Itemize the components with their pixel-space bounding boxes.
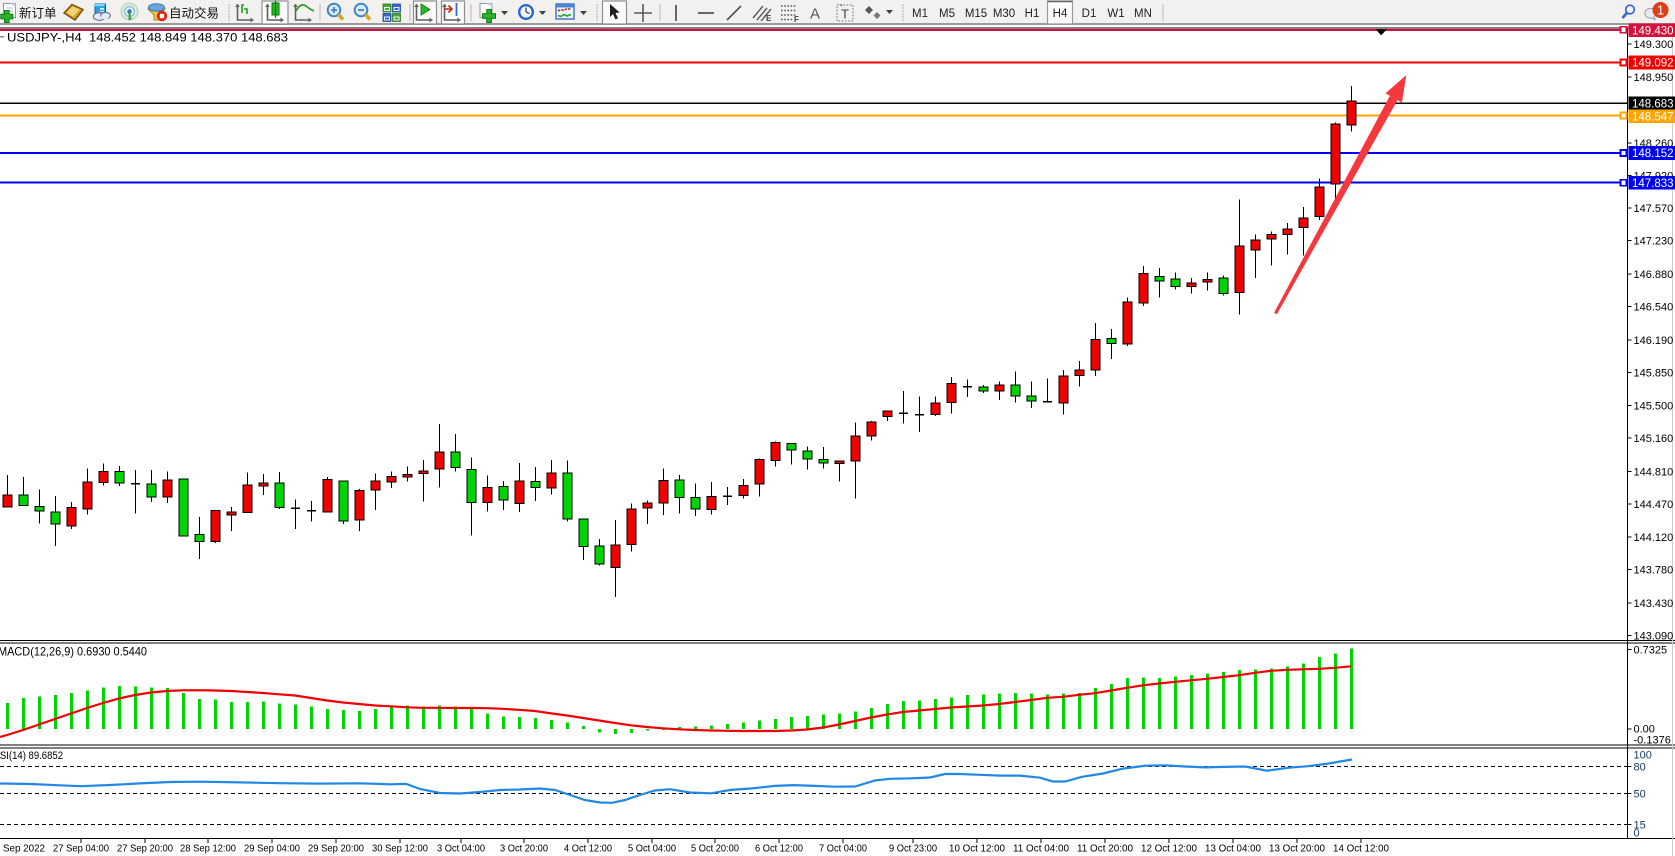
svg-text:自动交易: 自动交易	[169, 6, 219, 21]
svg-text:100: 100	[1634, 750, 1652, 762]
svg-text:W1: W1	[1107, 8, 1124, 20]
svg-text:F: F	[794, 15, 799, 24]
svg-text:147.833: 147.833	[1632, 178, 1674, 190]
svg-text:15: 15	[1634, 820, 1646, 832]
svg-text:5 Oct 20:00: 5 Oct 20:00	[691, 843, 739, 855]
svg-text:D1: D1	[1082, 8, 1097, 20]
svg-text:M1: M1	[912, 8, 928, 20]
svg-text:143.780: 143.780	[1634, 565, 1674, 577]
svg-text:27 Sep 04:00: 27 Sep 04:00	[53, 843, 109, 855]
svg-text:146.540: 146.540	[1634, 302, 1674, 314]
svg-text:1: 1	[1657, 3, 1664, 18]
svg-text:-0.1376: -0.1376	[1634, 735, 1671, 747]
svg-text:MACD(12,26,9) 0.6930 0.5440: MACD(12,26,9) 0.6930 0.5440	[0, 645, 147, 659]
svg-text:13 Oct 20:00: 13 Oct 20:00	[1269, 843, 1325, 855]
svg-text:11 Oct 04:00: 11 Oct 04:00	[1013, 843, 1069, 855]
svg-text:0.00: 0.00	[1634, 724, 1655, 736]
svg-text:3 Oct 04:00: 3 Oct 04:00	[437, 843, 485, 855]
svg-text:10 Oct 12:00: 10 Oct 12:00	[949, 843, 1005, 855]
svg-text:M15: M15	[965, 8, 987, 20]
svg-text:30 Sep 12:00: 30 Sep 12:00	[372, 843, 428, 855]
svg-text:149.430: 149.430	[1632, 25, 1674, 37]
svg-text:144.120: 144.120	[1634, 532, 1674, 544]
svg-text:145.850: 145.850	[1634, 368, 1674, 380]
svg-text:E: E	[766, 14, 772, 23]
svg-text:146.190: 146.190	[1634, 335, 1674, 347]
svg-text:M30: M30	[993, 8, 1015, 20]
svg-text:6 Oct 12:00: 6 Oct 12:00	[755, 843, 803, 855]
svg-text:148.152: 148.152	[1632, 148, 1674, 160]
svg-text:3 Oct 20:00: 3 Oct 20:00	[500, 843, 548, 855]
svg-text:RSI(14) 89.6852: RSI(14) 89.6852	[0, 750, 63, 762]
svg-text:12 Oct 12:00: 12 Oct 12:00	[1141, 843, 1197, 855]
svg-text:146.880: 146.880	[1634, 269, 1674, 281]
svg-text:143.430: 143.430	[1634, 598, 1674, 610]
svg-text:USDJPY-,H4 148.452 148.849 14: USDJPY-,H4 148.452 148.849 148.370 148.6…	[7, 31, 288, 45]
svg-text:27 Sep 20:00: 27 Sep 20:00	[117, 843, 173, 855]
svg-text:143.090: 143.090	[1634, 631, 1674, 643]
svg-text:新订单: 新订单	[19, 6, 57, 21]
svg-text:145.160: 145.160	[1634, 433, 1674, 445]
svg-text:T: T	[841, 7, 849, 22]
svg-text:13 Oct 04:00: 13 Oct 04:00	[1205, 843, 1261, 855]
svg-text:MN: MN	[1134, 8, 1152, 20]
svg-text:11 Oct 20:00: 11 Oct 20:00	[1077, 843, 1133, 855]
svg-text:A: A	[810, 6, 820, 23]
svg-text:7 Oct 04:00: 7 Oct 04:00	[819, 843, 867, 855]
svg-text:149.300: 149.300	[1634, 39, 1674, 51]
svg-text:14 Oct 12:00: 14 Oct 12:00	[1333, 843, 1389, 855]
svg-text:0: 0	[1634, 828, 1640, 840]
svg-text:144.810: 144.810	[1634, 467, 1674, 479]
svg-text:H4: H4	[1053, 8, 1068, 20]
svg-text:145.500: 145.500	[1634, 401, 1674, 413]
svg-text:5 Oct 04:00: 5 Oct 04:00	[628, 843, 676, 855]
svg-text:147.570: 147.570	[1634, 203, 1674, 215]
svg-text:H1: H1	[1025, 8, 1040, 20]
svg-text:80: 80	[1634, 762, 1646, 774]
svg-text:144.470: 144.470	[1634, 499, 1674, 511]
svg-text:147.230: 147.230	[1634, 236, 1674, 248]
svg-text:M5: M5	[939, 8, 955, 20]
svg-text:29 Sep 20:00: 29 Sep 20:00	[308, 843, 364, 855]
svg-text:28 Sep 12:00: 28 Sep 12:00	[180, 843, 236, 855]
svg-text:4 Oct 12:00: 4 Oct 12:00	[564, 843, 612, 855]
svg-text:0.7325: 0.7325	[1634, 645, 1668, 657]
svg-text:149.092: 149.092	[1632, 58, 1674, 70]
svg-text:9 Oct 23:00: 9 Oct 23:00	[889, 843, 937, 855]
svg-text:148.950: 148.950	[1634, 72, 1674, 84]
svg-text:Sep 2022: Sep 2022	[3, 843, 45, 855]
svg-text:50: 50	[1634, 789, 1646, 801]
svg-text:148.683: 148.683	[1632, 98, 1674, 110]
svg-text:148.547: 148.547	[1632, 111, 1674, 123]
svg-text:29 Sep 04:00: 29 Sep 04:00	[244, 843, 300, 855]
